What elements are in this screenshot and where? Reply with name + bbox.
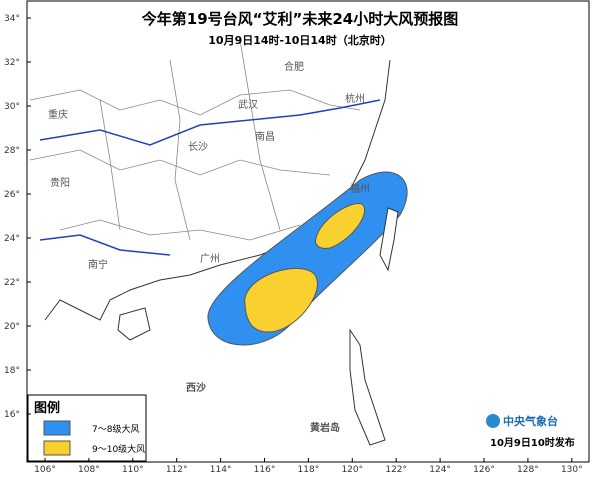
- taiwan: [379, 207, 399, 272]
- place: 西沙: [186, 382, 206, 394]
- place: 黄岩岛: [310, 421, 340, 434]
- lon-label: 124°: [429, 465, 451, 475]
- rivers: [39, 99, 381, 256]
- coastline: [44, 59, 391, 321]
- lon-label: 126°: [473, 465, 495, 475]
- lat-label: 26°: [4, 190, 20, 200]
- lon-label: 128°: [517, 465, 539, 475]
- lat-label: 32°: [4, 58, 20, 68]
- lat-label: 24°: [4, 234, 20, 244]
- lat-label: 16°: [4, 410, 20, 420]
- place: 南昌: [255, 130, 275, 143]
- agency: 中央气象台: [503, 414, 558, 428]
- lon-label: 112°: [166, 465, 188, 475]
- borders: [29, 39, 361, 241]
- place: 广州: [200, 253, 220, 265]
- legend-swatch: [43, 420, 71, 436]
- legend-item: 9～10级大风: [92, 443, 145, 455]
- lon-label: 120°: [341, 465, 363, 475]
- lat-label: 20°: [4, 322, 20, 332]
- place: 合肥: [284, 60, 304, 73]
- lon-label: 130°: [561, 465, 583, 475]
- place: 杭州: [345, 92, 365, 105]
- legend-swatch: [43, 440, 71, 456]
- lat-label: 28°: [4, 146, 20, 156]
- hainan: [117, 307, 151, 341]
- legend-item: 7～8级大风: [92, 423, 139, 435]
- lon-label: 114°: [210, 465, 232, 475]
- lon-label: 110°: [122, 465, 144, 475]
- logo: [486, 414, 500, 428]
- lon-label: 106°: [34, 465, 56, 475]
- wind-9-10: [315, 203, 366, 249]
- place: 重庆: [48, 108, 68, 121]
- lat-label: 18°: [4, 366, 20, 376]
- place: 福州: [350, 182, 370, 195]
- title: 今年第19号台风“艾利”未来24小时大风预报图: [141, 10, 458, 28]
- lon-label: 118°: [298, 465, 320, 475]
- luzon: [349, 328, 386, 446]
- place: 长沙: [188, 141, 208, 153]
- legend-title: 图例: [34, 400, 60, 416]
- lon-label: 116°: [254, 465, 276, 475]
- place: 南宁: [88, 258, 108, 271]
- lat-label: 22°: [4, 278, 20, 288]
- subtitle: 10月9日14时-10日14时（北京时）: [208, 33, 391, 47]
- place: 武汉: [238, 98, 258, 111]
- place: 贵阳: [50, 176, 70, 189]
- lat-label: 34°: [4, 14, 20, 24]
- lon-label: 108°: [78, 465, 100, 475]
- issued: 10月9日10时发布: [490, 436, 575, 449]
- wind-9-10: [244, 267, 318, 333]
- lat-label: 30°: [4, 102, 20, 112]
- lon-label: 122°: [385, 465, 407, 475]
